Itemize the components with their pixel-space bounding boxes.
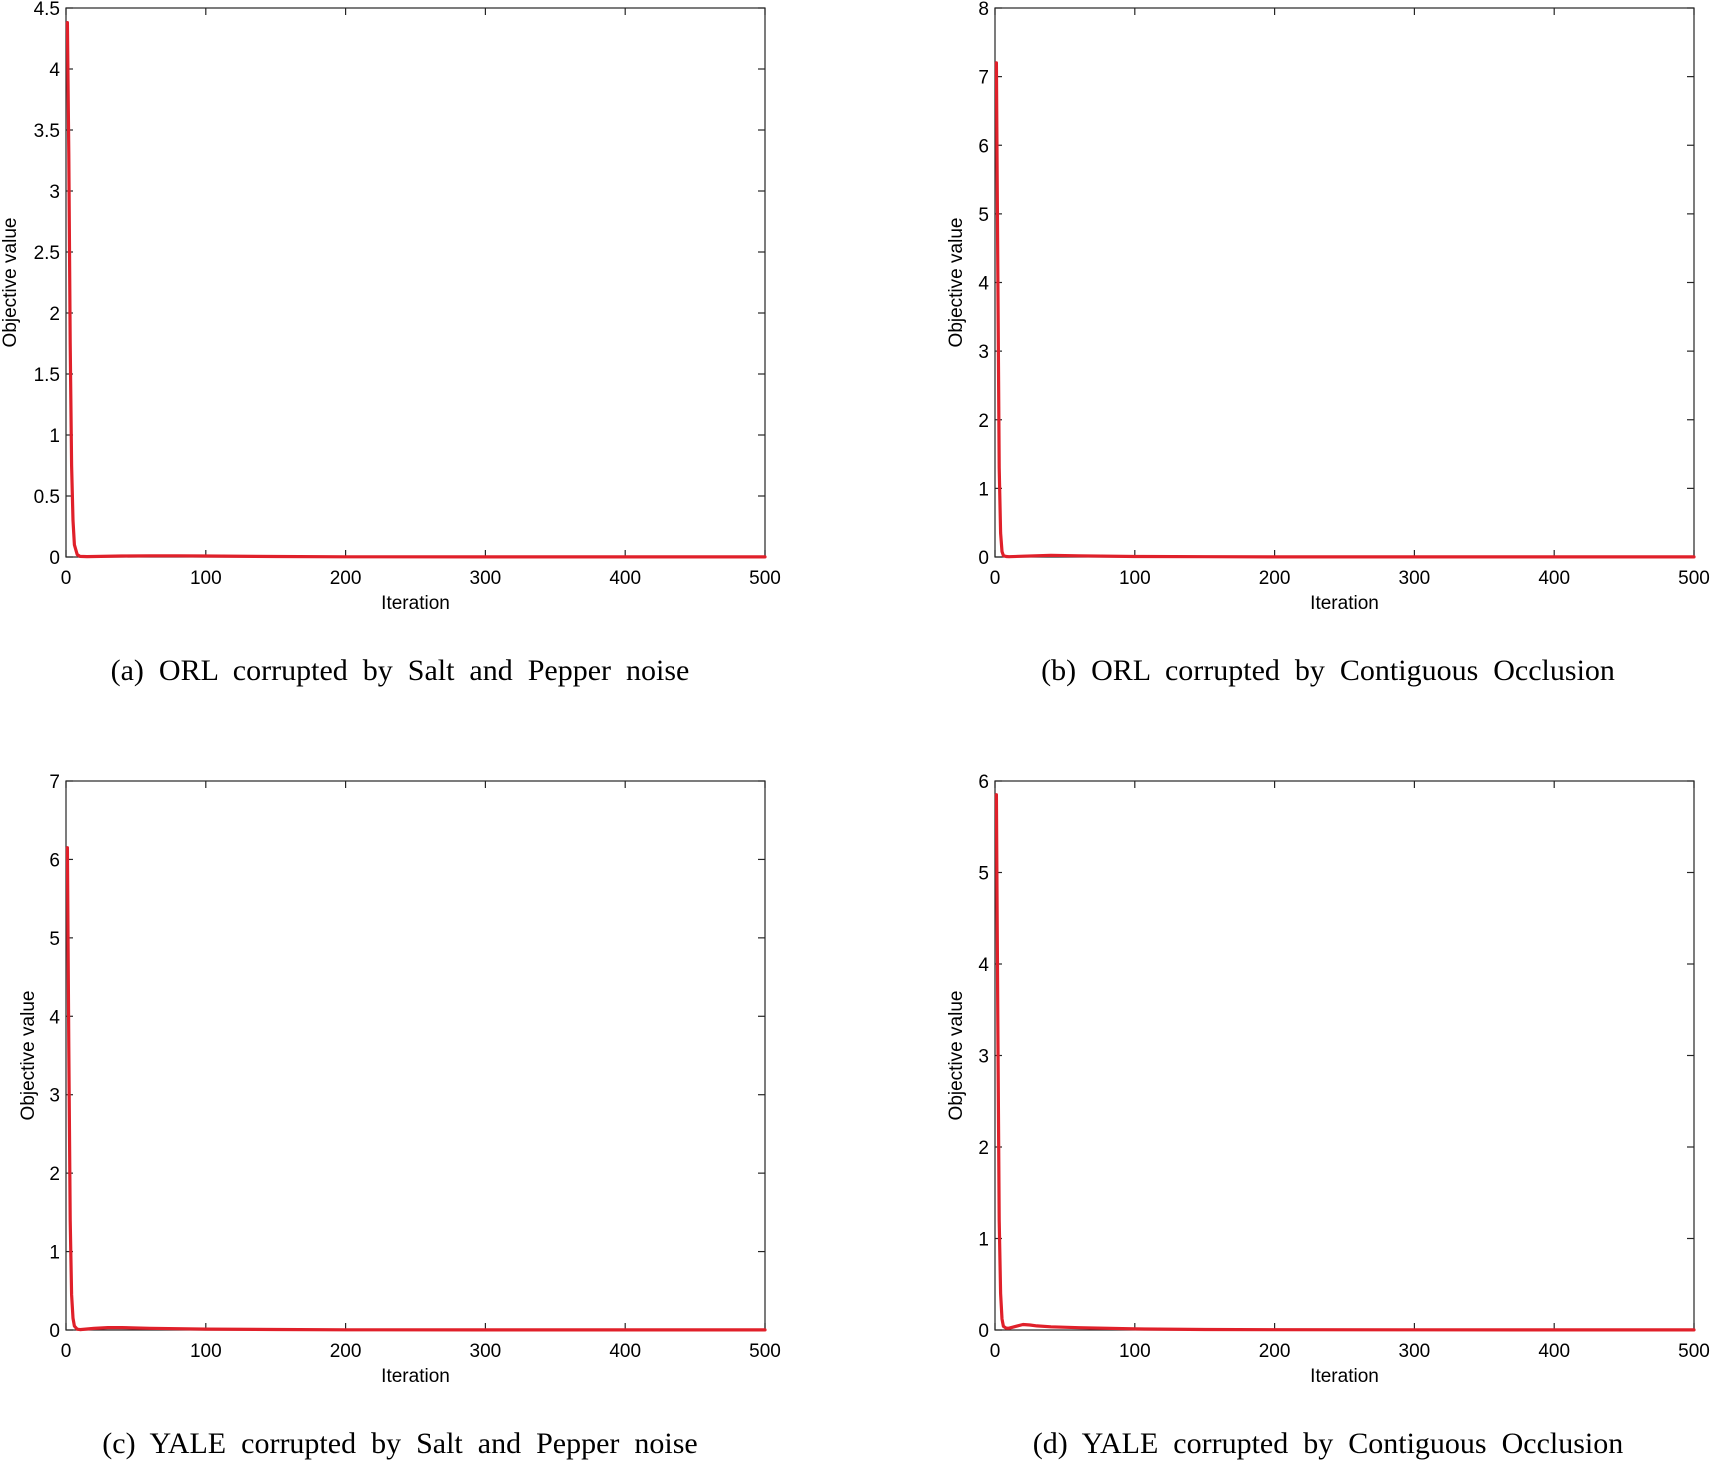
series-line-0 [994,61,1696,559]
y-tick-label: 2.5 [34,243,60,264]
y-axis-label: Objective value [946,218,967,348]
x-tick-label: 100 [190,568,222,589]
x-tick-label: 500 [1678,1341,1710,1362]
y-tick-label: 1 [978,1230,989,1251]
x-tick-label: 0 [990,1341,1001,1362]
x-tick-label: 200 [330,568,362,589]
y-tick-label: 6 [978,772,989,793]
y-tick-label: 3 [49,182,60,203]
y-axis-label: Objective value [18,991,39,1121]
x-tick-label: 0 [61,568,72,589]
y-tick-label: 4 [978,955,989,976]
x-tick-label: 0 [61,1341,72,1362]
x-tick-label: 100 [1119,1341,1151,1362]
x-tick-label: 500 [749,568,781,589]
x-tick-label: 200 [1259,568,1291,589]
y-tick-label: 8 [978,0,989,20]
panel-caption: (b) ORL corrupted by Contiguous Occlusio… [1041,654,1615,687]
axes-box [65,780,766,1331]
y-tick-label: 3.5 [34,121,60,142]
x-tick-label: 100 [190,1341,222,1362]
panel-caption: (d) YALE corrupted by Contiguous Occlusi… [1033,1427,1623,1460]
x-tick-label: 0 [990,568,1001,589]
x-axis-label: Iteration [381,593,450,614]
y-tick-label: 6 [978,136,989,157]
x-tick-label: 500 [749,1341,781,1362]
y-tick-label: 2 [978,411,989,432]
y-tick-label: 4.5 [34,0,60,20]
x-tick-label: 400 [1538,568,1570,589]
y-tick-label: 1 [49,1243,60,1264]
axes-box [994,7,1695,558]
y-tick-label: 7 [978,68,989,89]
panel-caption: (a) ORL corrupted by Salt and Pepper noi… [111,654,690,687]
y-tick-label: 4 [49,60,60,81]
y-tick-label: 2 [49,304,60,325]
chart-panel-0: 0 100 200 300 400 500 0 0.5 1 1.5 2 2.5 3 3.5 4 4.5 Iter… [0,0,781,687]
x-tick-label: 400 [609,568,641,589]
x-tick-label: 200 [330,1341,362,1362]
y-tick-label: 5 [49,929,60,950]
chart-panel-2: 0 100 200 300 400 500 0 1 2 3 4 5 6 7 Iteration Objecti… [18,772,781,1460]
x-tick-label: 400 [609,1341,641,1362]
y-tick-label: 1 [978,479,989,500]
y-tick-label: 1 [49,426,60,447]
y-tick-label: 3 [978,342,989,363]
x-axis-label: Iteration [1310,1366,1379,1387]
x-tick-label: 200 [1259,1341,1291,1362]
y-tick-label: 2 [978,1138,989,1159]
x-tick-label: 400 [1538,1341,1570,1362]
axes-box [65,7,766,558]
y-axis-label: Objective value [946,991,967,1121]
y-tick-label: 5 [978,205,989,226]
y-tick-label: 2 [49,1164,60,1185]
y-tick-label: 4 [978,274,989,295]
x-tick-label: 300 [1399,568,1431,589]
y-tick-label: 0 [978,548,989,569]
y-axis-label: Objective value [0,218,21,348]
y-tick-label: 7 [49,772,60,793]
y-tick-label: 5 [978,864,989,885]
x-axis-label: Iteration [1310,593,1379,614]
y-tick-label: 0 [49,548,60,569]
y-tick-label: 4 [49,1007,60,1028]
series-line-0 [65,846,767,1332]
y-tick-label: 1.5 [34,365,60,386]
y-tick-label: 3 [49,1086,60,1107]
x-axis-label: Iteration [381,1366,450,1387]
x-tick-label: 300 [1399,1341,1431,1362]
y-tick-label: 0 [49,1321,60,1342]
x-tick-label: 500 [1678,568,1710,589]
panel-caption: (c) YALE corrupted by Salt and Pepper no… [102,1427,697,1460]
y-tick-label: 0.5 [34,487,60,508]
series-line-0 [994,793,1696,1332]
axes-box [994,780,1695,1331]
x-tick-label: 100 [1119,568,1151,589]
x-tick-label: 300 [470,568,502,589]
x-tick-label: 300 [470,1341,502,1362]
y-tick-label: 0 [978,1321,989,1342]
y-tick-label: 6 [49,850,60,871]
chart-panel-3: 0 100 200 300 400 500 0 1 2 3 4 5 6 Iteration Objectiv… [946,772,1710,1460]
chart-panel-1: 0 100 200 300 400 500 0 1 2 3 4 5 6 7 8 Iteration Object… [946,0,1710,687]
series-line-0 [65,21,767,559]
y-tick-label: 3 [978,1047,989,1068]
